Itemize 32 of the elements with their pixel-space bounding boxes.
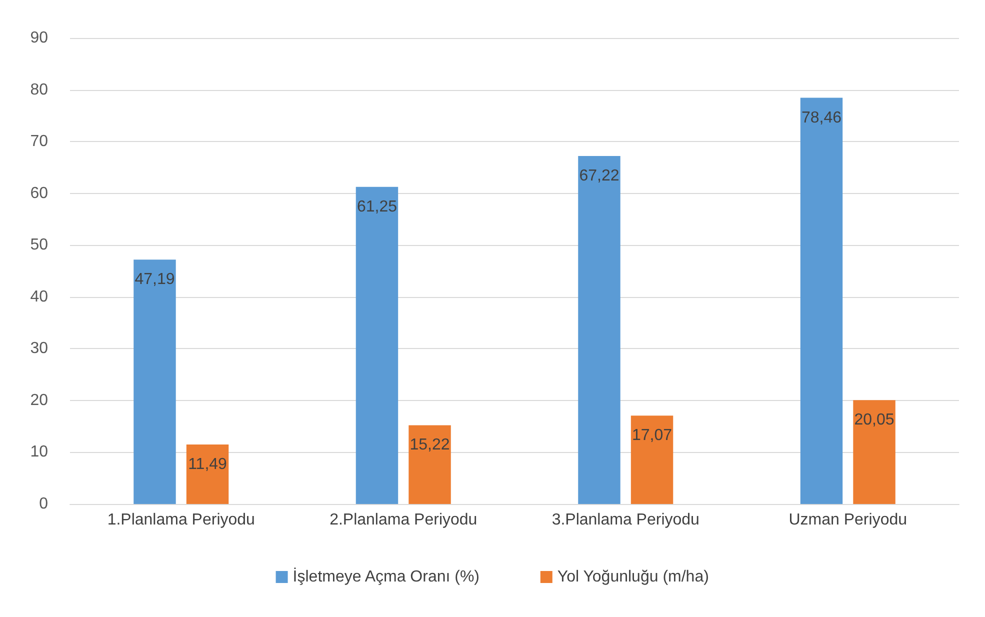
data-label: 17,07 [632, 427, 672, 444]
y-tick-label: 10 [30, 444, 48, 461]
data-label: 11,49 [188, 456, 228, 474]
x-tick-label: Uzman Periyodu [788, 512, 908, 528]
x-tick-label: 2.Planlama Periyodu [330, 512, 478, 528]
y-tick-label: 80 [30, 81, 48, 98]
x-tick-label: 1.Planlama Periyodu [107, 512, 255, 528]
bar [186, 444, 229, 504]
data-label: 20,05 [854, 412, 894, 429]
y-tick-label: 0 [39, 496, 48, 512]
bar [356, 186, 398, 504]
bar [853, 400, 896, 504]
bar [630, 416, 674, 504]
bar [134, 260, 176, 504]
legend-label: İşletmeye Açma Oranı (%) [292, 568, 480, 586]
data-label: 47,19 [134, 271, 175, 288]
legend-label: Yol Yoğunluğu (m/ha) [557, 568, 709, 586]
data-label: 15,22 [410, 436, 450, 454]
bar [800, 98, 843, 504]
y-tick-label: 70 [30, 133, 48, 150]
data-label: 78,46 [801, 109, 842, 126]
y-tick-label: 50 [30, 236, 48, 254]
bar [578, 156, 620, 504]
y-tick-label: 60 [30, 184, 48, 202]
y-tick-label: 20 [30, 392, 48, 409]
y-tick-label: 30 [30, 340, 48, 358]
data-label: 67,22 [579, 167, 620, 184]
y-tick-label: 90 [30, 30, 48, 46]
bar [408, 425, 451, 504]
data-label: 61,25 [356, 198, 398, 216]
y-tick-label: 40 [30, 288, 48, 306]
x-tick-label: 3.Planlama Periyodu [552, 512, 700, 528]
